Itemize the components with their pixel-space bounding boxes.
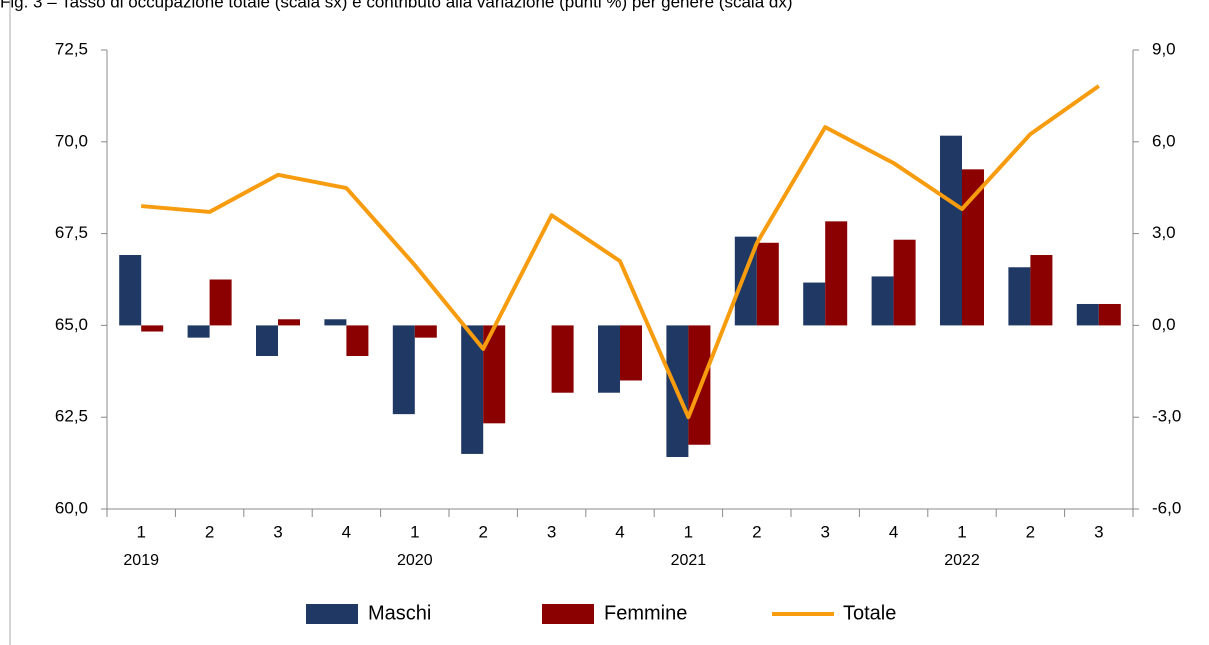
x-tick-label: 3 xyxy=(547,522,556,541)
bar xyxy=(825,221,848,326)
bar xyxy=(119,255,142,326)
y-tick-label: 67,5 xyxy=(55,223,88,242)
x-tick-label: 1 xyxy=(957,522,966,541)
x-tick-label: 1 xyxy=(684,522,693,541)
x-year-label: 2021 xyxy=(671,552,707,569)
x-tick-label: 1 xyxy=(136,522,145,541)
y2-tick-label: 6,0 xyxy=(1152,131,1176,150)
line xyxy=(141,84,1100,420)
bar xyxy=(551,325,574,393)
y-tick-label: 72,5 xyxy=(55,39,88,58)
y-tick-label: 70,0 xyxy=(55,131,88,150)
x-tick-label: 3 xyxy=(820,522,829,541)
y2-tick-label: 3,0 xyxy=(1152,223,1176,242)
bar xyxy=(598,325,620,393)
x-year-label: 2022 xyxy=(944,552,980,569)
x-tick-label: 3 xyxy=(1094,522,1103,541)
x-tick-label: 2 xyxy=(1026,522,1035,541)
x-tick-label: 4 xyxy=(889,522,898,541)
bar xyxy=(871,276,894,326)
y2-tick-label: -6,0 xyxy=(1152,498,1181,517)
y-tick-label: 60,0 xyxy=(55,498,88,517)
bar xyxy=(187,325,210,338)
x-tick-label: 4 xyxy=(342,522,351,541)
bar xyxy=(1076,303,1099,326)
bar xyxy=(209,279,232,326)
bar xyxy=(620,325,642,381)
bar xyxy=(392,325,415,415)
x-tick-label: 3 xyxy=(273,522,282,541)
x-tick-label: 1 xyxy=(410,522,419,541)
y2-tick-label: 0,0 xyxy=(1152,315,1176,334)
x-year-label: 2020 xyxy=(397,552,433,569)
x-tick-label: 2 xyxy=(752,522,761,541)
bar xyxy=(483,325,506,424)
legend-label: Femmine xyxy=(604,602,687,624)
legend-swatch xyxy=(542,604,594,624)
bar xyxy=(256,325,278,356)
chart-title: Fig. 3 – Tasso di occupazione totale (sc… xyxy=(0,0,792,11)
y-tick-label: 65,0 xyxy=(55,315,88,334)
bar xyxy=(461,325,484,454)
y2-tick-label: 9,0 xyxy=(1152,39,1176,58)
bar xyxy=(414,325,437,338)
x-tick-label: 4 xyxy=(615,522,624,541)
bar xyxy=(756,242,779,326)
bar xyxy=(278,319,300,326)
bar xyxy=(1008,267,1031,326)
legend-label: Maschi xyxy=(368,602,431,624)
bar xyxy=(1098,303,1121,326)
bar xyxy=(803,282,826,326)
x-tick-label: 2 xyxy=(205,522,214,541)
bar xyxy=(346,325,369,356)
bar xyxy=(893,239,916,326)
legend-label: Totale xyxy=(843,602,896,624)
x-year-label: 2019 xyxy=(123,552,159,569)
bar xyxy=(324,319,347,326)
legend-swatch xyxy=(306,604,358,624)
bar xyxy=(962,169,984,326)
y2-tick-label: -3,0 xyxy=(1152,407,1181,426)
bar xyxy=(940,135,962,326)
x-tick-label: 2 xyxy=(478,522,487,541)
bar xyxy=(1030,255,1053,326)
bar xyxy=(141,325,164,332)
y-tick-label: 62,5 xyxy=(55,407,88,426)
